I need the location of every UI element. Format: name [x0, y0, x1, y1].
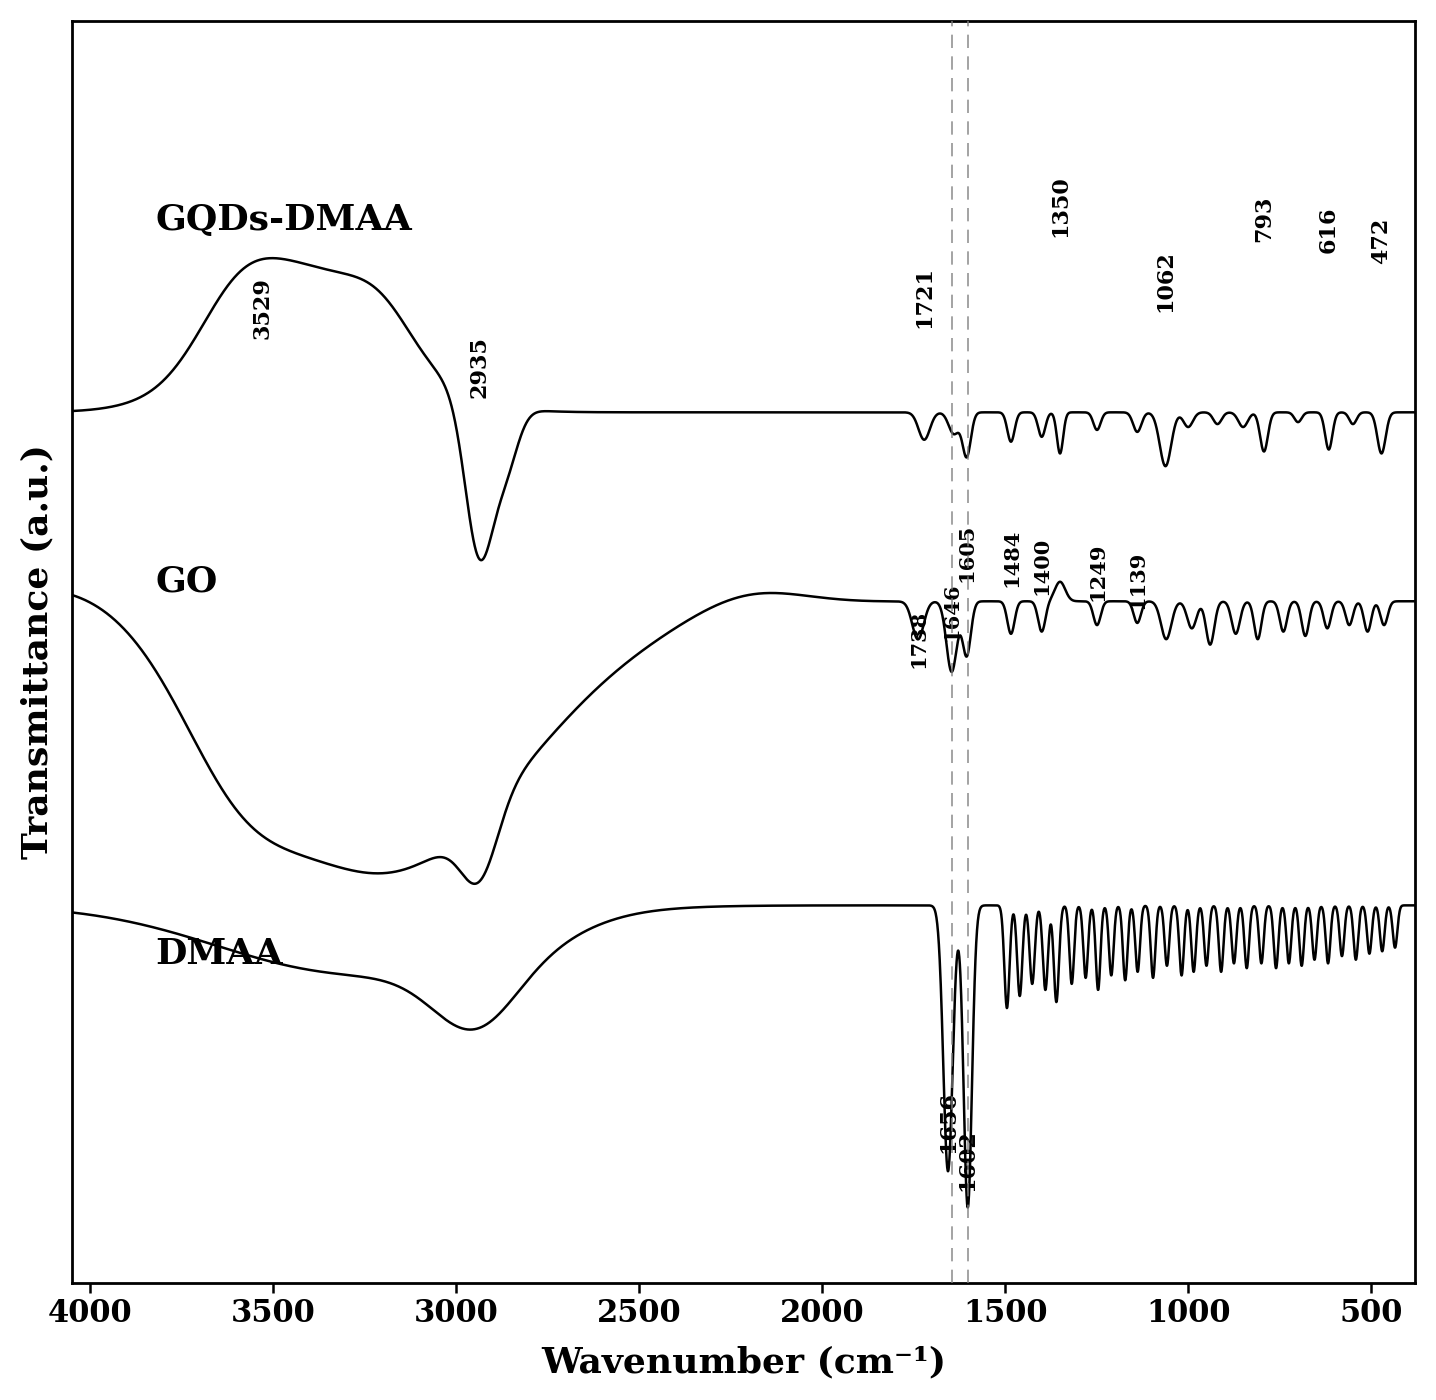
- Text: 1062: 1062: [1155, 251, 1176, 312]
- Text: 1484: 1484: [1001, 529, 1021, 587]
- X-axis label: Wavenumber (cm⁻¹): Wavenumber (cm⁻¹): [541, 1345, 946, 1379]
- Text: 1139: 1139: [1127, 550, 1147, 609]
- Text: 1605: 1605: [956, 524, 976, 582]
- Text: 616: 616: [1318, 206, 1340, 253]
- Text: 1738: 1738: [908, 610, 928, 668]
- Text: 472: 472: [1370, 217, 1393, 263]
- Text: 1646: 1646: [942, 582, 962, 641]
- Text: 1656: 1656: [938, 1092, 959, 1154]
- Text: GO: GO: [155, 564, 218, 599]
- Text: 1721: 1721: [913, 266, 935, 328]
- Text: GQDs-DMAA: GQDs-DMAA: [155, 203, 412, 238]
- Text: 1249: 1249: [1087, 543, 1107, 601]
- Text: 793: 793: [1254, 196, 1275, 242]
- Y-axis label: Transmittance (a.u.): Transmittance (a.u.): [22, 444, 55, 860]
- Text: DMAA: DMAA: [155, 937, 283, 972]
- Text: 2935: 2935: [468, 336, 491, 399]
- Text: 1350: 1350: [1050, 175, 1071, 237]
- Text: 1602: 1602: [956, 1130, 979, 1191]
- Text: 3529: 3529: [251, 277, 273, 339]
- Text: 1400: 1400: [1031, 536, 1051, 595]
